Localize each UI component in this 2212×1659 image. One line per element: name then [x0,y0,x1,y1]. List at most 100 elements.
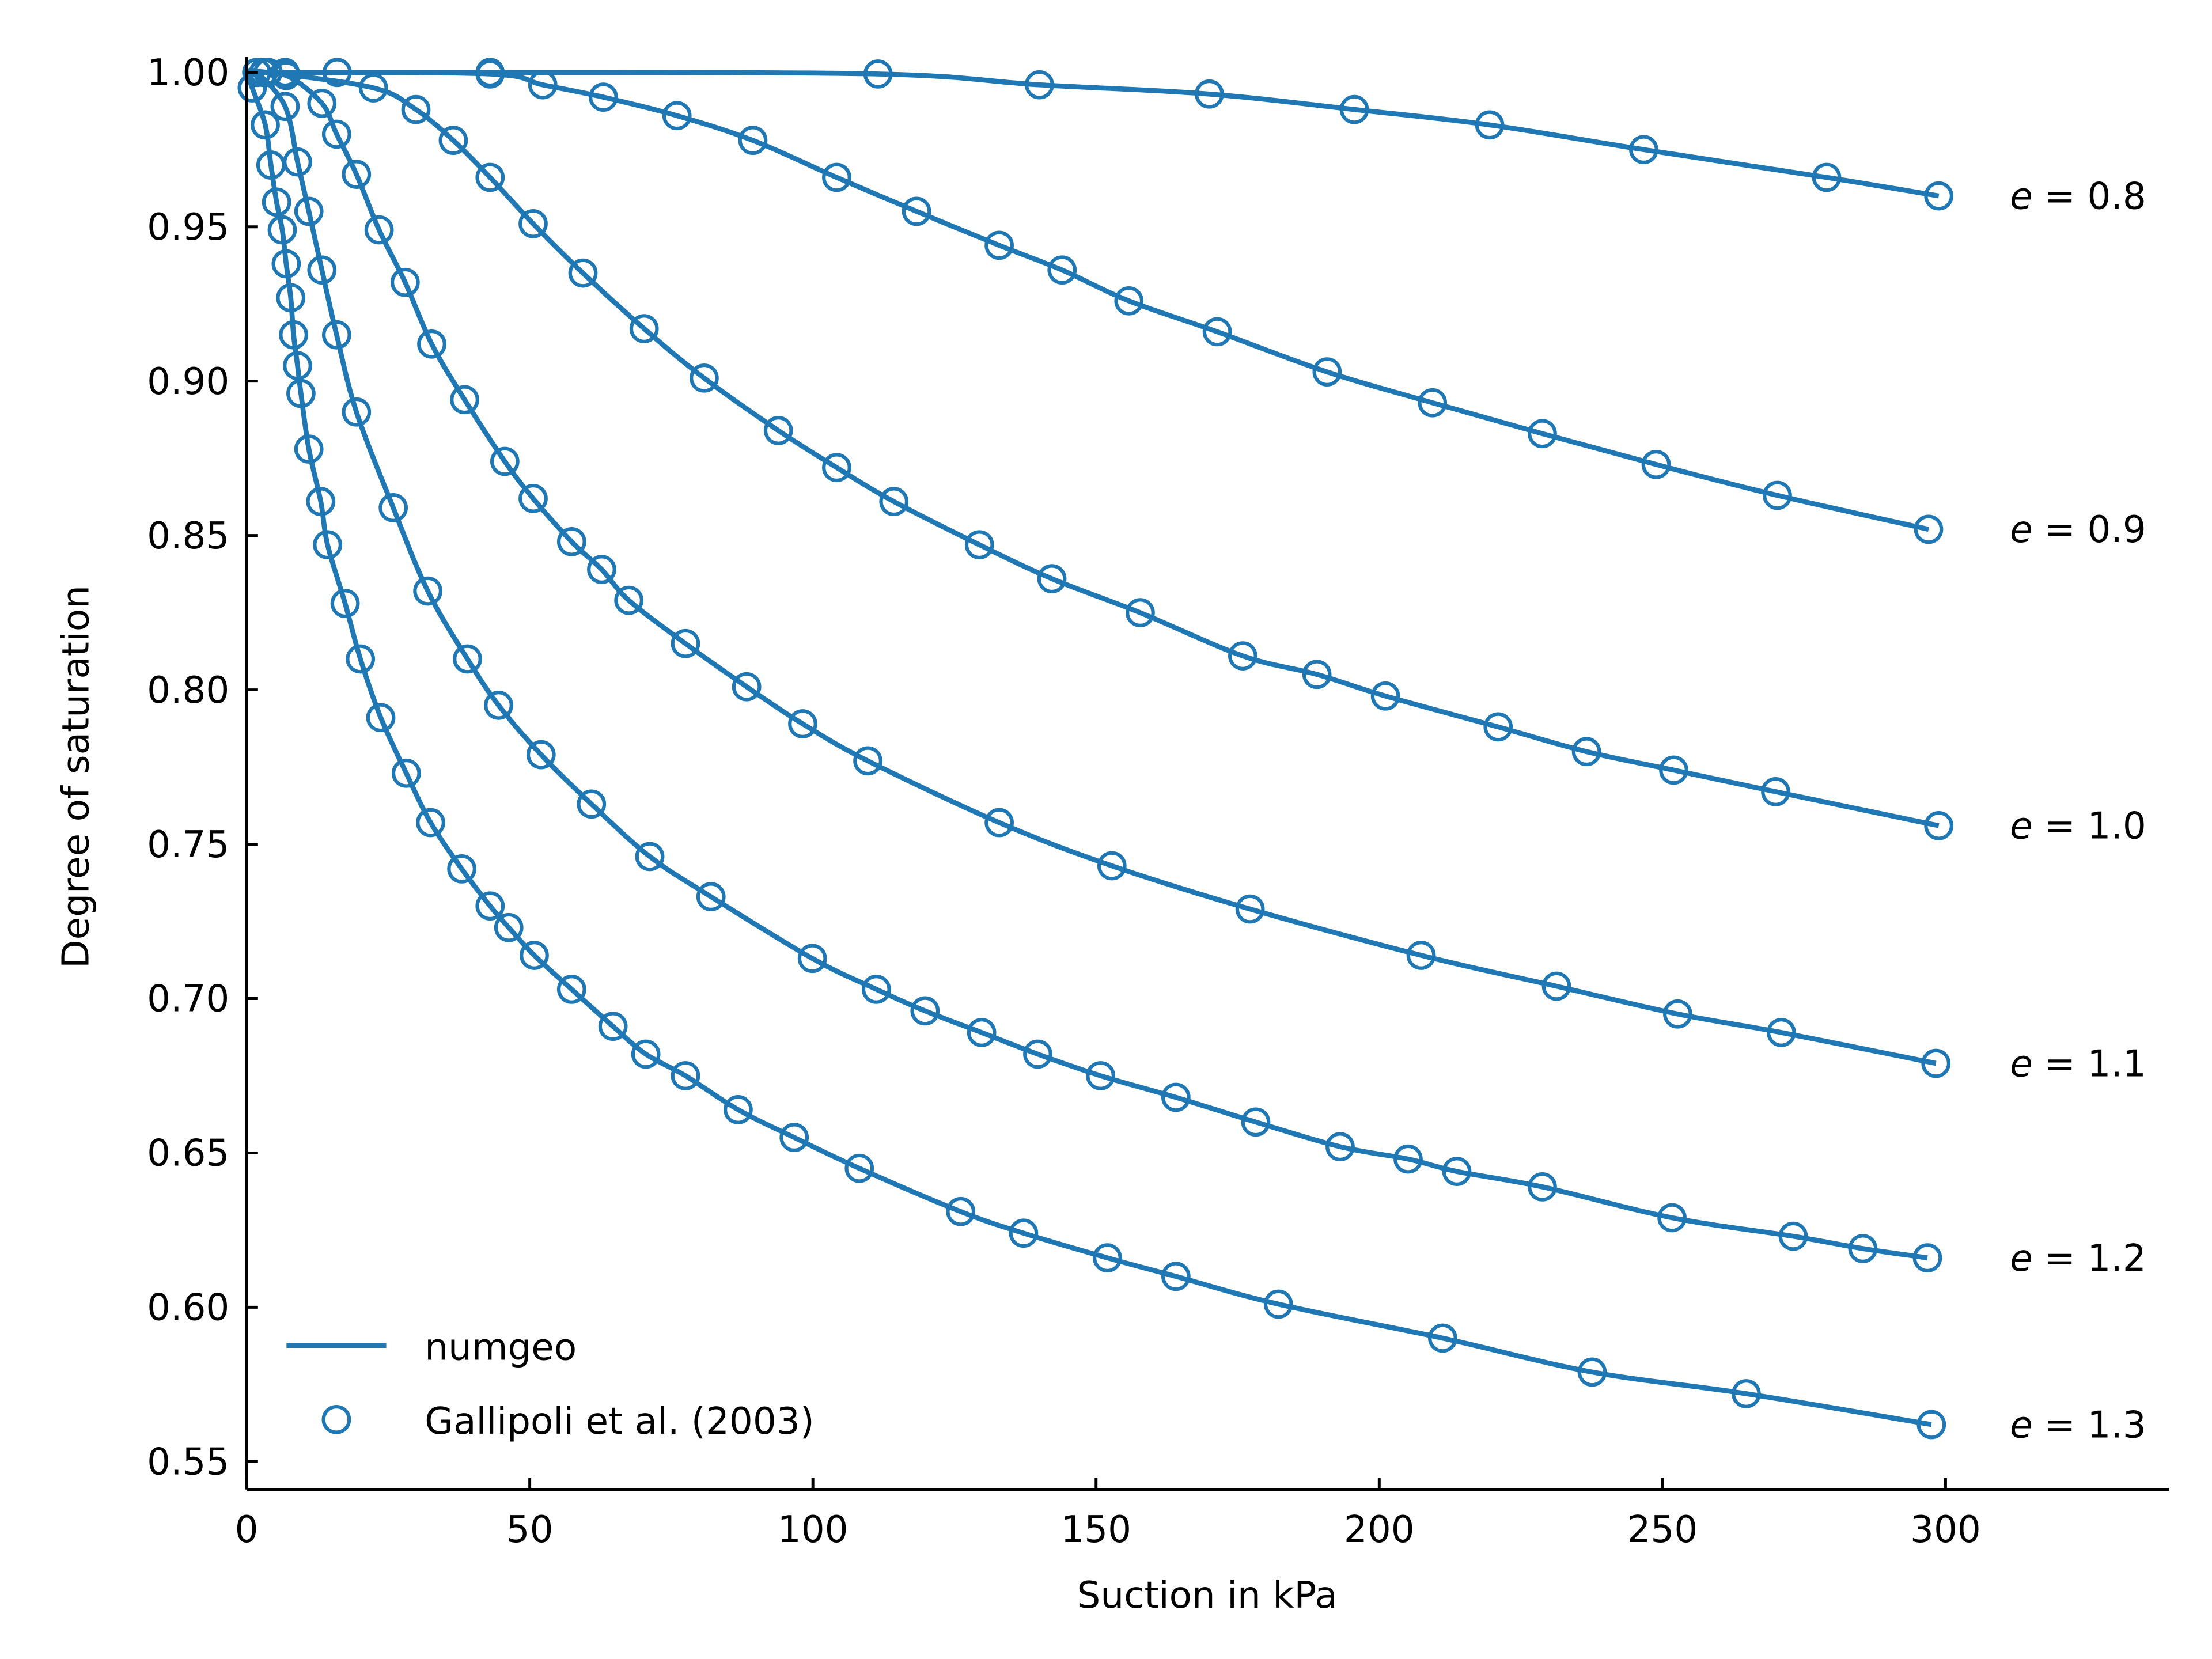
gallipoli-marker [1393,1144,1423,1174]
gallipoli-marker [1339,94,1369,124]
gallipoli-marker [910,996,940,1026]
gallipoli-marker [1921,1048,1951,1078]
gallipoli-marker [286,378,316,408]
gallipoli-marker [1009,1218,1039,1248]
gallipoli-marker [1161,1262,1191,1291]
gallipoli-marker [984,230,1014,260]
gallipoli-marker [271,249,301,279]
gallipoli-marker [413,576,443,606]
gallipoli-marker [1025,70,1054,100]
gallipoli-marker [1571,737,1601,767]
gallipoli-marker [556,527,586,556]
legend-label-gallipoli: Gallipoli et al. (2003) [425,1400,814,1443]
gallipoli-marker [635,842,665,872]
gallipoli-marker [1325,1132,1355,1162]
gallipoli-marker [262,187,291,217]
gallipoli-marker [484,691,513,720]
gallipoli-marker [1406,941,1436,970]
gallipoli-marker [671,1061,700,1090]
gallipoli-marker [1086,1061,1115,1090]
numgeo-line-e-0.9 [247,70,1929,532]
gallipoli-marker [306,487,336,517]
gallipoli-marker [475,59,505,89]
gallipoli-marker [1093,1243,1122,1272]
gallipoli-marker [342,160,372,189]
gallipoli-marker [763,416,793,445]
gallipoli-marker [283,351,312,381]
y-tick-label: 0.90 [147,360,229,403]
curve-label-e-0.8: e = 0.8 [2010,175,2146,218]
gallipoli-marker [366,703,396,733]
gallipoli-marker [589,82,618,112]
gallipoli-marker [1235,894,1265,924]
gallipoli-marker [378,493,408,522]
gallipoli-marker [1037,564,1067,594]
gallipoli-marker [267,215,297,245]
gallipoli-marker [946,1196,976,1226]
gallipoli-marker [1263,1289,1293,1319]
gallipoli-marker [438,126,468,156]
y-tick-label: 0.65 [147,1132,229,1175]
gallipoli-marker [1475,110,1505,140]
gallipoli-marker [1023,1039,1052,1069]
gallipoli-marker [1047,255,1077,285]
gallipoli-marker [270,92,300,122]
gallipoli-marker [321,119,351,149]
gallipoli-marker [1629,135,1658,165]
gallipoli-marker [1442,1157,1472,1186]
gallipoli-marker [587,555,616,584]
gallipoli-marker [1228,641,1257,671]
gallipoli-marker [1761,777,1790,806]
gallipoli-marker [364,215,394,245]
y-tick-label: 0.70 [147,978,229,1021]
gallipoli-marker [447,854,476,884]
gallipoli-marker [358,73,388,103]
gallipoli-marker [1732,1379,1761,1408]
gallipoli-marker [1657,1203,1687,1233]
gallipoli-marker [1241,1107,1271,1137]
gallipoli-marker [822,162,851,192]
gallipoli-marker [475,891,505,921]
x-tick-label: 100 [778,1508,849,1551]
gallipoli-marker [1202,317,1232,347]
gallipoli-marker [964,530,994,560]
numgeo-line-e-1.3 [244,71,1932,1427]
gallipoli-marker [853,746,882,776]
gallipoli-marker [518,483,548,513]
x-axis-label: Suction in kPa [1077,1574,1338,1617]
curve-label-e-0.9: e = 0.9 [2010,508,2146,551]
gallipoli-marker [779,1123,809,1152]
gallipoli-marker [1302,660,1332,690]
gallipoli-marker [416,808,445,838]
gallipoli-marker [342,397,372,427]
gallipoli-marker [256,150,286,180]
gallipoli-marker [1848,1234,1878,1263]
curve-label-e-1.2: e = 1.2 [2010,1237,2146,1280]
gallipoli-marker [631,1039,661,1069]
x-tick-label: 250 [1627,1508,1698,1551]
gallipoli-marker [279,320,309,350]
gallipoli-marker [788,709,817,738]
gallipoli-marker [520,941,549,970]
gallipoli-marker [391,758,421,788]
gallipoli-marker [568,258,598,288]
gallipoli-marker [276,283,306,313]
gallipoli-marker [1924,181,1953,211]
gallipoli-marker [662,101,692,131]
gallipoli-marker [490,446,520,476]
gallipoli-marker [330,589,360,618]
numgeo-line-e-0.8 [247,70,1940,199]
numgeo-line-e-1.1 [246,70,1937,1066]
gallipoli-marker [738,126,768,156]
gallipoli-marker [671,628,700,658]
gallipoli-marker [1812,162,1842,192]
gallipoli-marker [475,162,505,192]
gallipoli-marker [307,255,337,285]
legend: numgeo Gallipoli et al. (2003) [286,1325,815,1443]
numgeo-line-e-1.2 [245,67,1928,1260]
x-tick-label: 50 [506,1508,554,1551]
gallipoli-marker [577,789,607,819]
gallipoli-marker [271,60,301,90]
gallipoli-marker [696,882,726,911]
